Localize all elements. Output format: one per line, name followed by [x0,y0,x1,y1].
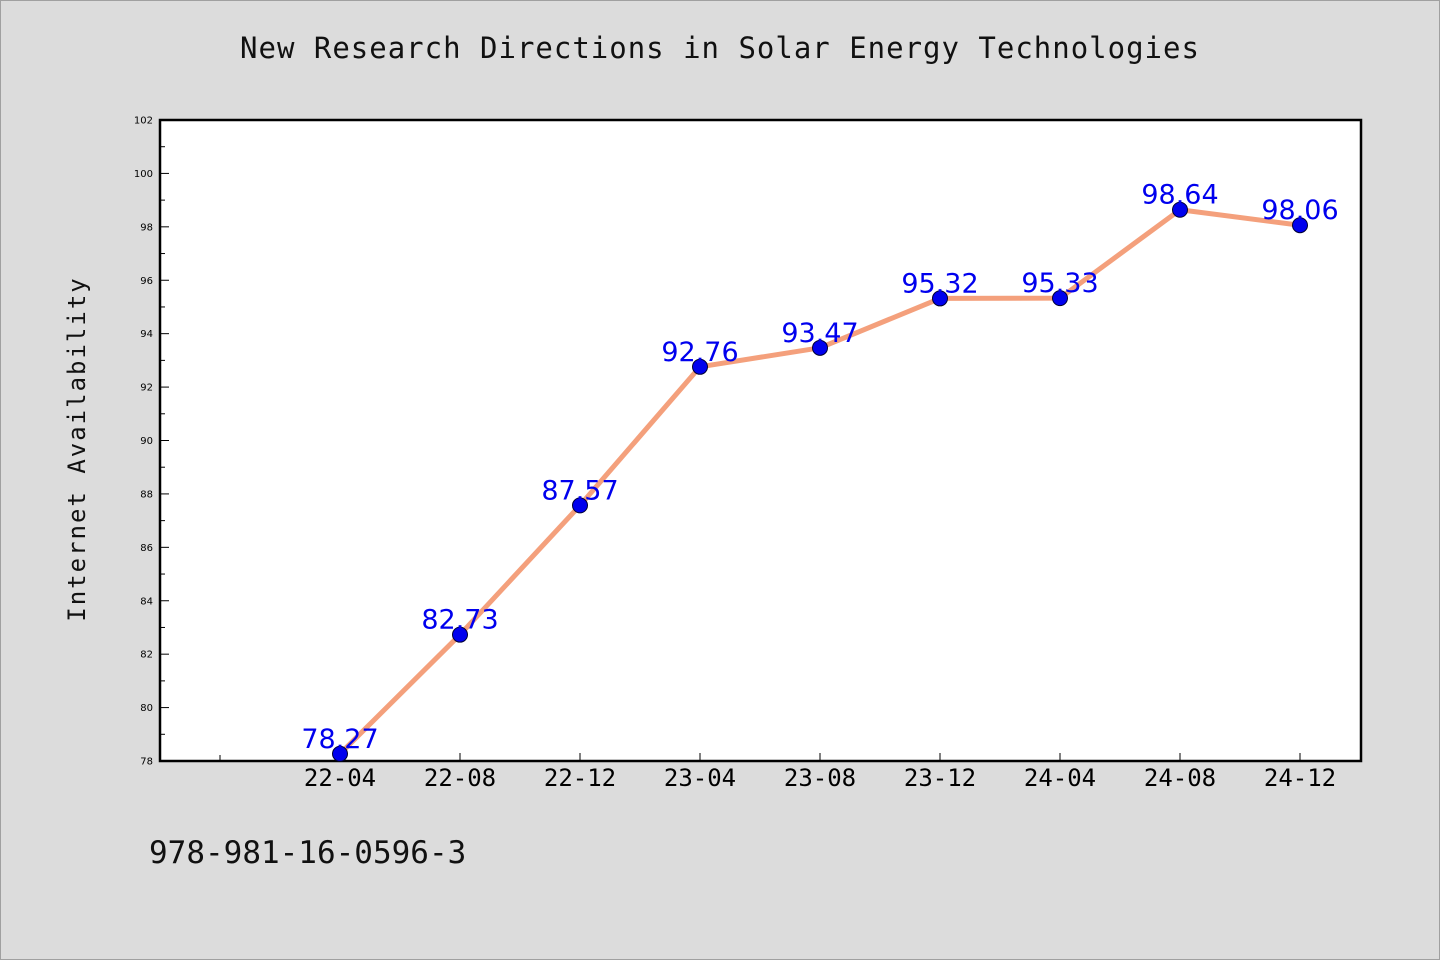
y-tick-label: 94 [140,329,153,340]
data-point [932,290,948,307]
data-label: 78.27 [301,724,378,755]
data-point [332,745,348,762]
data-point [1172,201,1188,218]
isbn-label: 978-981-16-0596-3 [149,835,467,871]
data-label: 95.32 [901,268,978,299]
data-point [812,339,828,356]
data-label: 87.57 [541,475,618,506]
x-tick-label: 22-04 [304,764,376,792]
data-label: 98.06 [1261,195,1338,226]
data-point [1292,217,1308,234]
y-tick-label: 90 [140,436,153,447]
x-tick-label: 22-12 [544,764,616,792]
x-tick-label: 23-04 [664,764,736,792]
y-tick-label: 102 [134,116,153,127]
data-point [452,626,468,643]
data-label: 92.76 [661,337,738,368]
data-label: 98.64 [1141,180,1218,211]
y-tick-label: 92 [140,383,153,394]
y-tick-label: 88 [140,489,153,500]
chart-title: New Research Directions in Solar Energy … [240,31,1200,65]
y-tick-label: 86 [140,543,153,554]
x-tick-label: 24-08 [1144,764,1216,792]
x-tick-label: 23-08 [784,764,856,792]
y-tick-label: 98 [140,222,153,233]
data-point [692,358,708,375]
y-tick-label: 100 [134,169,153,180]
data-label: 82.73 [421,605,498,636]
x-tick-label: 23-12 [904,764,976,792]
data-label: 95.33 [1021,268,1098,299]
x-tick-label: 24-12 [1264,764,1336,792]
x-tick-label: 22-08 [424,764,496,792]
data-point [1052,290,1068,307]
y-tick-label: 80 [140,703,153,714]
data-point [572,497,588,514]
y-tick-label: 78 [140,757,153,768]
y-tick-label: 82 [140,650,153,661]
data-label: 93.47 [781,318,858,349]
y-tick-label: 84 [140,596,153,607]
x-tick-label: 24-04 [1024,764,1096,792]
y-tick-label: 96 [140,276,153,287]
